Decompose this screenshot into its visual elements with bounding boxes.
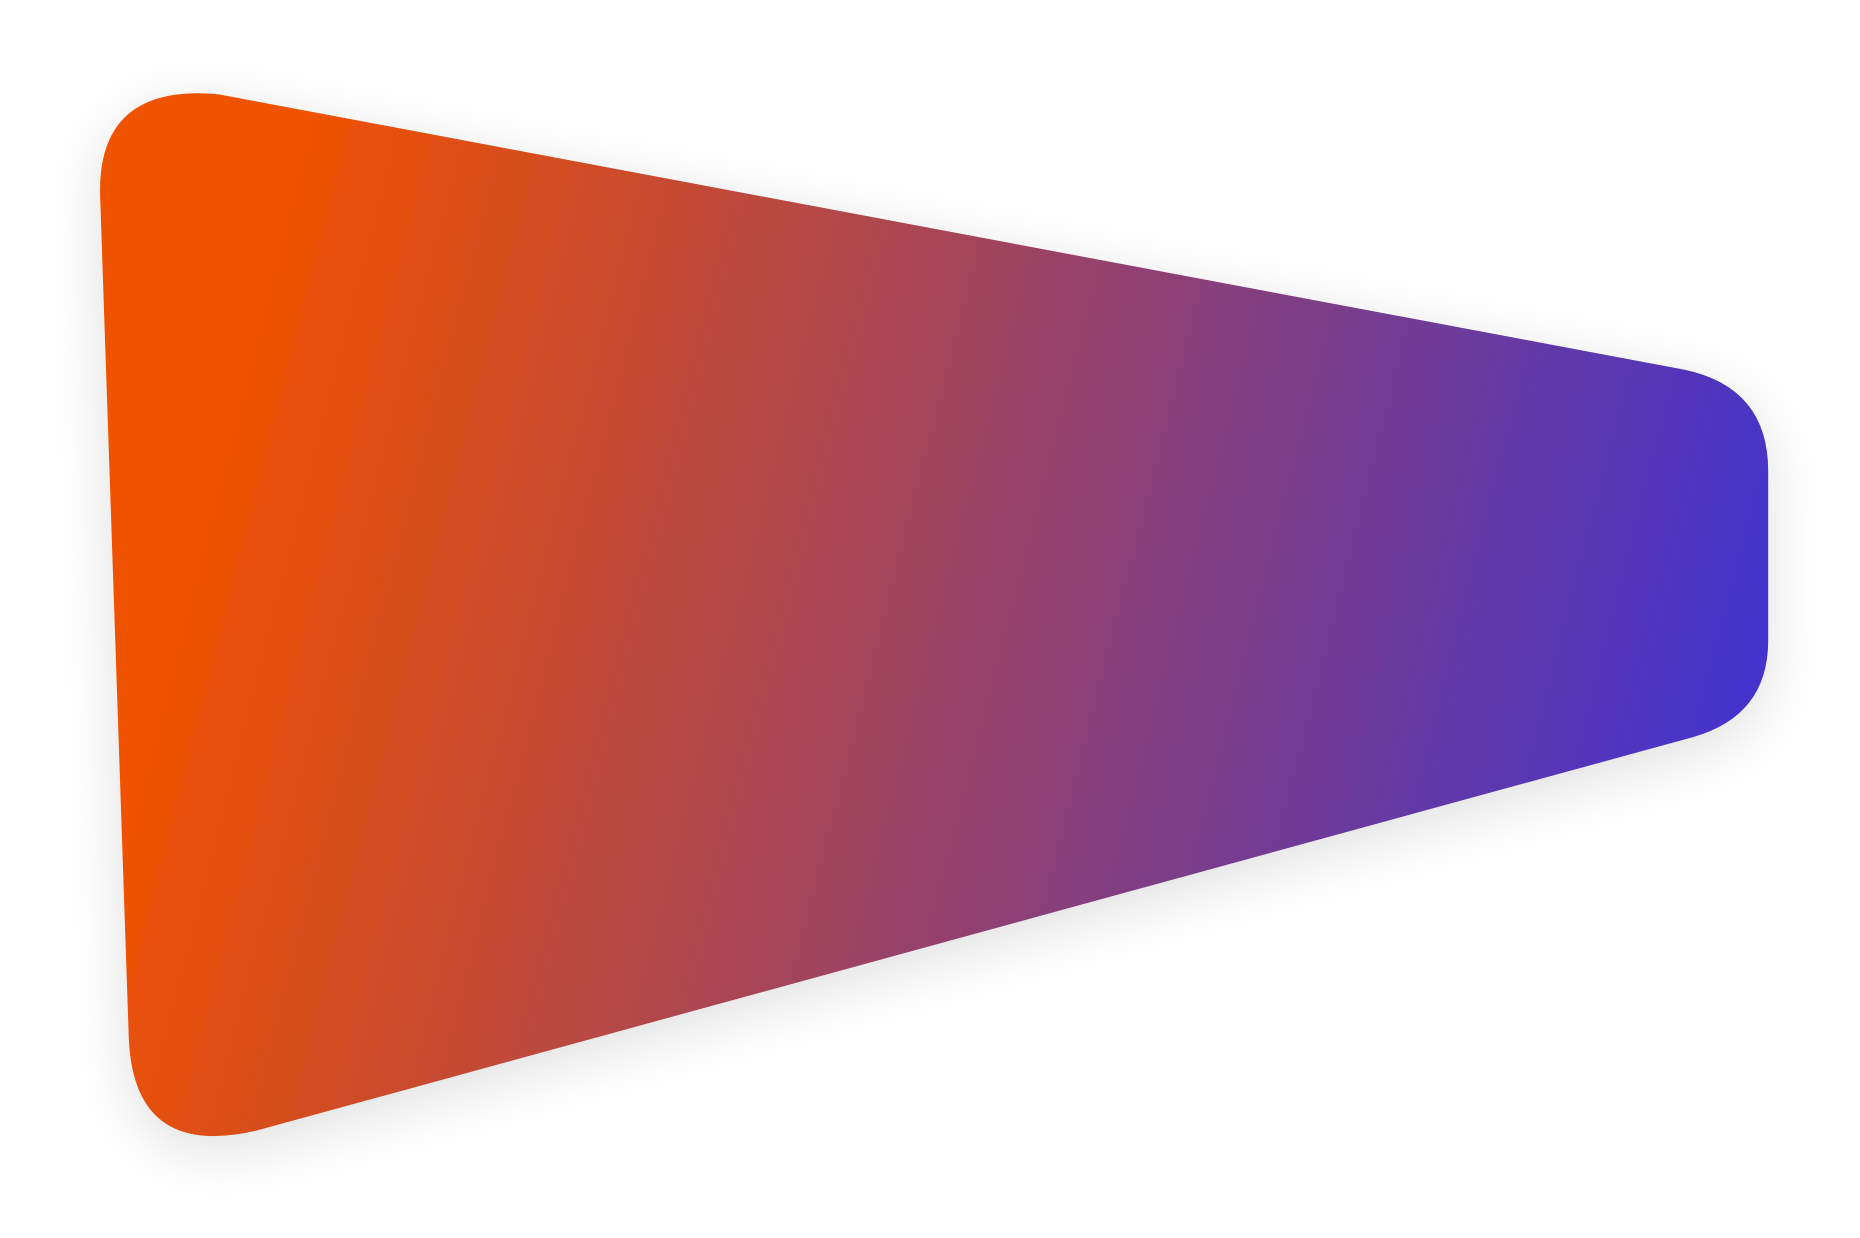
gradient-trapezoid-shape — [100, 93, 1769, 1137]
